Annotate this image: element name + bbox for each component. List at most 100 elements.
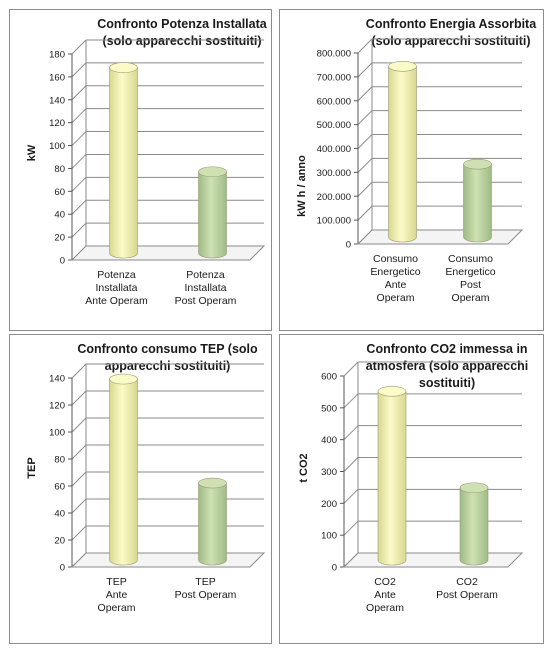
gridline-depth — [343, 520, 359, 536]
gridline-depth — [357, 86, 373, 102]
y-tick-label: 700.000 — [317, 72, 351, 83]
bar-chart-svg: 0 20 40 60 80 100 120 140 TEP Ante Operam TEP Post O… — [49, 363, 266, 614]
gridline-depth — [343, 488, 359, 504]
chart-panel-energia: Confronto Energia Assorbita (solo appare… — [279, 9, 544, 331]
y-tick-label: 120 — [49, 401, 65, 412]
gridline-depth — [343, 361, 359, 377]
y-tick-label: 100 — [49, 141, 65, 152]
bar — [463, 158, 492, 243]
bar-body — [198, 482, 227, 566]
y-tick-label: 60 — [54, 187, 65, 198]
gridline-depth — [71, 85, 87, 101]
y-tick-label: 0 — [346, 240, 351, 251]
chart-floor — [342, 552, 524, 568]
bar-body — [109, 378, 138, 566]
bar-chart-svg: 0 100 200 300 400 500 600 CO2 Ante Operam CO2 Post … — [321, 361, 524, 614]
bar — [377, 385, 407, 566]
gridline-depth — [357, 181, 373, 197]
bar — [198, 477, 227, 566]
gridline-depth — [71, 108, 87, 124]
x-tick-label: TEP Post Operam — [175, 576, 237, 601]
gridline-depth — [71, 417, 87, 433]
y-tick-label: 200.000 — [317, 192, 351, 203]
y-tick-label: 0 — [60, 563, 65, 574]
bar-body — [459, 487, 489, 566]
chart-title: Confronto Energia Assorbita (solo appare… — [365, 17, 537, 48]
bar-body — [388, 65, 417, 243]
gridline-depth — [71, 444, 87, 460]
y-tick-label: 60 — [54, 482, 65, 493]
chart-title: Confronto Potenza Installata (solo appar… — [97, 17, 267, 48]
x-tick-label: Potenza Installata Ante Operam — [85, 269, 148, 307]
gridline-depth — [71, 222, 87, 238]
y-tick-label: 80 — [54, 455, 65, 466]
gridline-depth — [357, 205, 373, 221]
y-tick-label: 140 — [49, 95, 65, 106]
gridline-depth — [71, 199, 87, 215]
bar — [198, 166, 227, 259]
chart-panel-tep: Confronto consumo TEP (solo apparecchi s… — [9, 334, 272, 644]
gridline-depth — [71, 176, 87, 192]
y-tick-label: 80 — [54, 164, 65, 175]
y-tick-label: 800.000 — [317, 49, 351, 60]
gridline-depth — [71, 154, 87, 169]
y-tick-label: 400.000 — [317, 144, 351, 155]
y-tick-label: 100.000 — [317, 216, 351, 227]
chart-floor — [356, 229, 524, 245]
gridline-depth — [71, 498, 87, 514]
y-tick-label: 40 — [54, 509, 65, 520]
y-tick-label: 500 — [321, 403, 337, 414]
bar-top — [109, 62, 138, 73]
bar-body — [109, 67, 138, 259]
y-tick-label: 20 — [54, 233, 65, 244]
gridline-depth — [343, 425, 359, 441]
bar-top — [198, 166, 227, 178]
gridline-depth — [357, 110, 373, 125]
gridline-depth — [357, 158, 373, 173]
gridline-depth — [71, 471, 87, 487]
y-tick-label: 100 — [49, 428, 65, 439]
gridline-depth — [357, 62, 373, 78]
y-tick-label: 600.000 — [317, 96, 351, 107]
gridline-depth — [71, 363, 87, 379]
y-tick-label: 0 — [332, 563, 337, 574]
gridline-depth — [71, 390, 87, 406]
bar-top — [377, 385, 407, 397]
chart-floor — [70, 552, 266, 568]
bar — [388, 60, 417, 243]
chart-title: Confronto consumo TEP (solo apparecchi s… — [77, 342, 258, 373]
chart-floor — [70, 245, 266, 261]
bar-chart-svg: 0 20 40 60 80 100 120 140 160 180 Potenza Installat… — [49, 39, 266, 307]
y-tick-label: 20 — [54, 536, 65, 547]
bar-chart-svg: 0 100.000 200.000 300.000 400.000 500.000 600.… — [317, 38, 524, 304]
x-tick-label: TEP Ante Operam — [98, 576, 136, 614]
gridline-depth — [357, 38, 373, 54]
y-tick-label: 180 — [49, 50, 65, 61]
y-tick-label: 100 — [321, 531, 337, 542]
y-tick-label: 120 — [49, 118, 65, 129]
x-tick-label: Consumo Energetico Ante Operam — [370, 253, 420, 304]
y-tick-label: 500.000 — [317, 120, 351, 131]
x-tick-label: CO2 Ante Operam — [366, 576, 404, 614]
gridline-depth — [357, 134, 373, 149]
y-tick-label: 300.000 — [317, 168, 351, 179]
bar — [109, 373, 138, 566]
y-tick-label: 300 — [321, 467, 337, 478]
bar — [459, 482, 489, 566]
chart-panel-potenza: Confronto Potenza Installata (solo appar… — [9, 9, 272, 331]
gridline-depth — [71, 131, 87, 146]
y-tick-label: 400 — [321, 435, 337, 446]
y-tick-label: 140 — [49, 374, 65, 385]
y-tick-label: 600 — [321, 372, 337, 383]
gridline-depth — [71, 525, 87, 541]
bar — [109, 62, 138, 259]
bar-body — [377, 390, 407, 566]
gridline-depth — [343, 457, 359, 472]
x-tick-label: Potenza Installata Post Operam — [175, 269, 237, 307]
y-tick-label: 40 — [54, 210, 65, 221]
bar-top — [459, 482, 489, 494]
gridline-depth — [71, 62, 87, 78]
y-tick-label: 200 — [321, 499, 337, 510]
y-tick-label: 160 — [49, 72, 65, 83]
bar-top — [109, 373, 138, 385]
